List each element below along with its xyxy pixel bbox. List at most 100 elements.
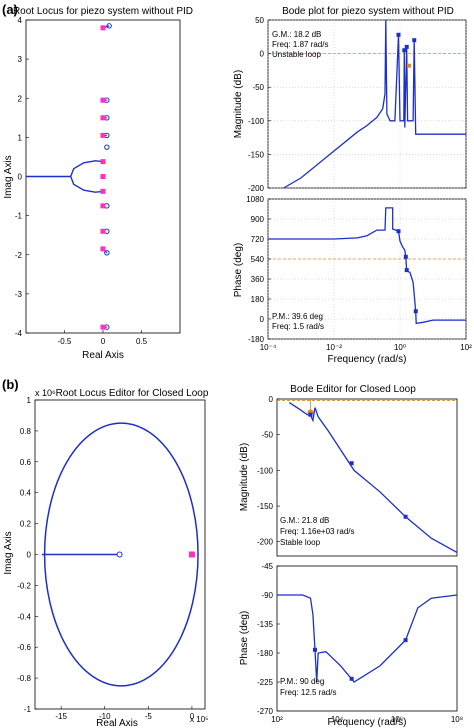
x-tick-label: 10⁻²: [326, 343, 342, 352]
magnitude-marker: [403, 514, 408, 519]
y-tick-label: -100: [257, 466, 274, 475]
y-tick-label: -50: [252, 83, 264, 92]
y-tick-label: 360: [251, 275, 265, 284]
bode-b-mag-ylabel: Magnitude (dB): [239, 443, 250, 511]
root-locus-b: x 10⁶ Root Locus Editor for Closed Loop …: [3, 388, 209, 728]
y-tick-label: 900: [251, 215, 265, 224]
locus-branch: [70, 176, 104, 193]
panel-label-a: (a): [2, 2, 18, 17]
y-tick-label: -200: [248, 184, 265, 193]
x-tick-label: 10²: [460, 343, 472, 352]
zero-marker: [104, 250, 110, 256]
phase-marker: [349, 676, 354, 681]
y-tick-label: 1: [27, 396, 32, 405]
x-tick-label: 10⁻⁴: [260, 343, 277, 352]
y-tick-label: -45: [261, 562, 273, 571]
bode-b-pm-freq: Freq: 12.5 rad/s: [280, 688, 336, 697]
y-tick-label: -1: [15, 212, 23, 221]
phase-marker: [396, 229, 401, 234]
bode-a: Bode plot for piezo system without PID 5…: [233, 6, 472, 365]
y-tick-label: 0: [18, 173, 23, 182]
x-tick-label: 0: [190, 712, 195, 721]
bode-a-title: Bode plot for piezo system without PID: [282, 6, 454, 17]
root-locus-a: Root Locus for piezo system without PID …: [3, 6, 193, 361]
y-tick-label: 180: [251, 295, 265, 304]
x-tick-label: 0: [101, 337, 106, 346]
pole-marker: [100, 132, 106, 138]
y-tick-label: -100: [248, 117, 265, 126]
x-tick-label: -10: [99, 712, 111, 721]
y-tick-label: -0.8: [17, 674, 31, 683]
y-tick-label: 0: [260, 315, 265, 324]
bode-a-gm: G.M.: 18.2 dB: [272, 30, 321, 39]
phase-marker: [403, 254, 408, 259]
panel-label-b: (b): [2, 377, 19, 392]
y-tick-label: 1080: [246, 195, 264, 204]
y-tick-label: -180: [257, 649, 274, 658]
x-tick-label: 10²: [271, 715, 283, 724]
phase-marker: [403, 638, 408, 643]
magnitude-marker: [396, 32, 401, 37]
y-tick-label: -50: [261, 431, 273, 440]
root-locus-a-ylabel: Imag Axis: [3, 155, 14, 198]
x-tick-label: -15: [55, 712, 67, 721]
bode-a-phase-ylabel: Phase (deg): [233, 243, 244, 297]
y-tick-label: -4: [15, 329, 23, 338]
root-locus-b-title: Root Locus Editor for Closed Loop: [56, 388, 209, 399]
y-tick-label: -0.6: [17, 643, 31, 652]
y-tick-label: 0: [27, 551, 32, 560]
bode-a-xlabel: Frequency (rad/s): [328, 354, 407, 365]
bode-a-pm: P.M.: 39.6 deg: [272, 312, 323, 321]
y-tick-label: 50: [255, 16, 264, 25]
y-tick-label: 4: [18, 16, 23, 25]
phase-marker: [404, 268, 409, 273]
y-tick-label: -135: [257, 620, 274, 629]
pole-marker: [100, 97, 106, 103]
magnitude-marker: [308, 412, 313, 417]
bode-b-mag-axes: [276, 398, 458, 557]
pole-marker: [100, 324, 106, 330]
pole-marker: [100, 246, 106, 252]
bode-b-xlabel: Frequency (rad/s): [328, 717, 407, 728]
bode-a-gm-freq: Freq: 1.87 rad/s: [272, 40, 328, 49]
bode-b-title: Bode Editor for Closed Loop: [290, 384, 416, 395]
phase-marker: [413, 309, 418, 314]
zero-marker: [116, 551, 123, 558]
y-tick-label: 720: [251, 235, 265, 244]
phase-curve: [277, 594, 458, 683]
magnitude-curve: [283, 19, 466, 189]
bode-b-pm: P.M.: 90 deg: [280, 677, 324, 686]
y-tick-label: 0: [269, 395, 274, 404]
y-tick-label: -2: [15, 251, 23, 260]
y-tick-label: -150: [257, 502, 274, 511]
bode-b-phase-ylabel: Phase (deg): [239, 611, 250, 665]
y-tick-label: 0.8: [20, 427, 32, 436]
bode-b: Bode Editor for Closed Loop 0 -50 -100 -150…: [239, 384, 463, 728]
y-tick-label: -180: [248, 335, 265, 344]
magnitude-marker: [412, 38, 417, 43]
magnitude-marker: [404, 44, 409, 49]
zero-marker: [106, 23, 112, 29]
y-tick-label: -90: [261, 591, 273, 600]
phase-marker: [312, 647, 317, 652]
bode-b-gm-freq: Freq: 1.16e+03 rad/s: [280, 527, 355, 536]
y-tick-label: -3: [15, 290, 23, 299]
bode-a-mag-ylabel: Magnitude (dB): [233, 70, 244, 138]
magnitude-marker: [349, 461, 354, 466]
x-tick-label: -5: [145, 712, 153, 721]
bode-a-stability: Unstable loop: [272, 50, 321, 59]
bode-a-pm-freq: Freq: 1.5 rad/s: [272, 322, 324, 331]
y-tick-label: -1: [24, 705, 32, 714]
y-tick-label: -200: [257, 538, 274, 547]
phase-curve: [268, 207, 466, 325]
magnitude-marker: [406, 63, 411, 68]
pole-marker: [100, 174, 106, 179]
y-tick-label: -270: [257, 707, 274, 716]
x-tick-label: 10⁰: [394, 343, 406, 352]
y-tick-label: -0.4: [17, 612, 31, 621]
zero-marker: [104, 144, 110, 150]
pole-marker: [100, 188, 106, 194]
y-tick-label: 2: [18, 94, 23, 103]
root-locus-b-xlabel: Real Axis: [96, 718, 138, 728]
